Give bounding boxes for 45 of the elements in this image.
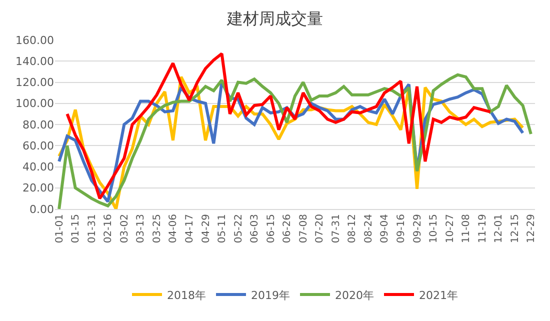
x-tick-label: 10-27 bbox=[444, 214, 456, 244]
y-tick-label: 20.00 bbox=[22, 182, 54, 195]
x-tick-label: 05-11 bbox=[217, 214, 228, 244]
legend-label: 2018年 bbox=[167, 288, 206, 302]
legend-label: 2019年 bbox=[251, 288, 290, 302]
x-tick-label: 12-01 bbox=[494, 214, 505, 244]
x-tick-label: 03-25 bbox=[152, 214, 163, 244]
x-tick-label: 04-17 bbox=[184, 214, 196, 244]
x-tick-label: 11-19 bbox=[477, 214, 488, 244]
x-tick-label: 06-03 bbox=[250, 214, 261, 244]
line-series bbox=[66, 52, 492, 200]
x-tick-label: 05-22 bbox=[233, 214, 244, 244]
x-tick-label: 07-20 bbox=[314, 214, 326, 244]
y-tick-label: 100.00 bbox=[16, 97, 54, 110]
x-tick-label: 09-29 bbox=[412, 214, 424, 244]
y-tick-label: 120.00 bbox=[16, 76, 54, 90]
x-tick-label: 02-16 bbox=[103, 214, 114, 244]
x-tick-label: 04-29 bbox=[200, 214, 212, 244]
x-tick-label: 06-26 bbox=[282, 214, 294, 244]
x-tick-label: 10-15 bbox=[428, 214, 440, 244]
y-tick-label: 60.00 bbox=[22, 139, 54, 152]
x-tick-label: 08-12 bbox=[347, 214, 358, 244]
legend-label: 2020年 bbox=[335, 288, 374, 302]
x-tick-label: 12-29 bbox=[526, 214, 538, 244]
x-tick-label: 01-31 bbox=[86, 214, 98, 244]
x-tick-label: 11-08 bbox=[461, 214, 472, 244]
x-tick-label: 09-16 bbox=[396, 214, 408, 244]
x-tick-label: 03-02 bbox=[119, 214, 130, 244]
x-tick-label: 04-06 bbox=[168, 214, 180, 244]
y-tick-label: 140.00 bbox=[16, 54, 54, 68]
legend-label: 2021年 bbox=[419, 288, 458, 302]
x-tick-label: 01-15 bbox=[70, 214, 82, 244]
y-tick-label: 40.00 bbox=[22, 160, 54, 174]
y-tick-label: 0.00 bbox=[30, 202, 54, 216]
x-tick-label: 03-13 bbox=[136, 214, 147, 244]
x-tick-label: 09-04 bbox=[380, 214, 391, 244]
chart-title: 建材周成交量 bbox=[226, 9, 323, 28]
x-tick-label: 12-15 bbox=[510, 214, 521, 244]
y-tick-label: 80.00 bbox=[22, 118, 54, 132]
x-tick-label: 08-24 bbox=[363, 214, 374, 244]
x-tick-label: 06-15 bbox=[266, 214, 277, 244]
x-tick-label: 07-31 bbox=[330, 214, 342, 244]
y-tick-label: 160.00 bbox=[16, 34, 54, 47]
x-tick-label: 01-01 bbox=[54, 214, 66, 244]
x-tick-label: 07-08 bbox=[298, 214, 310, 244]
